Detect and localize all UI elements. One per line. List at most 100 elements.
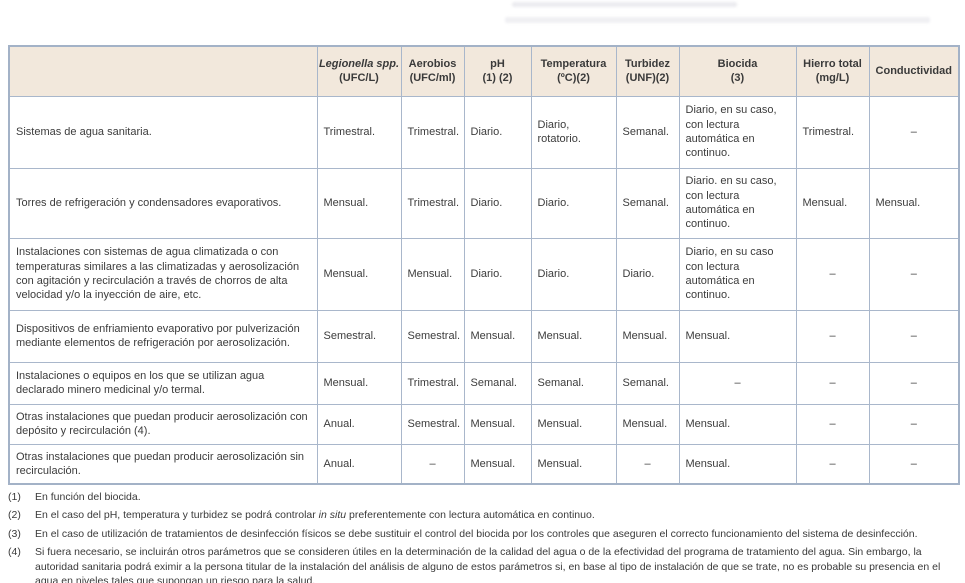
row-label-cell: Sistemas de agua sanitaria. (8, 95, 318, 169)
column-header: Conductividad (868, 45, 960, 97)
value-cell: Trimestral. (400, 361, 465, 405)
value-cell: Diario, en su caso con lectura automátic… (678, 237, 797, 311)
faded-cropped-heading-artifact (512, 2, 737, 7)
value-cell: – (795, 361, 870, 405)
value-cell: Diario, en su caso, con lectura automáti… (678, 95, 797, 169)
table-row: Instalaciones o equipos en los que se ut… (8, 361, 960, 405)
value-cell: Semanal. (615, 95, 680, 169)
value-cell: Diario. en su caso, con lectura automáti… (678, 167, 797, 239)
value-cell: Mensual. (615, 403, 680, 445)
footnote-text-segment: Si fuera necesario, se incluirán otros p… (35, 546, 941, 583)
value-cell: Diario. (530, 237, 617, 311)
value-cell: Mensual. (678, 443, 797, 485)
value-cell: Mensual. (678, 309, 797, 363)
column-header: pH (1) (2) (463, 45, 532, 97)
value-cell: Mensual. (615, 309, 680, 363)
footnote: (3) En el caso de utilización de tratamie… (8, 527, 958, 541)
value-cell: Diario. (530, 167, 617, 239)
column-header: Aerobios (UFC/ml) (400, 45, 465, 97)
column-header-label: Aerobios (408, 57, 457, 70)
footnote-text-italic-segment: in situ (318, 509, 347, 522)
row-label-cell: Otras instalaciones que puedan producir … (8, 443, 318, 485)
value-cell: Trimestral. (795, 95, 870, 169)
value-cell: Mensual. (530, 309, 617, 363)
value-cell: Mensual. (316, 237, 402, 311)
value-cell: Mensual. (316, 167, 402, 239)
value-cell: – (795, 309, 870, 363)
footnote: (4) Si fuera necesario, se incluirán otro… (8, 545, 958, 583)
footnote-text-segment: En el caso de utilización de tratamiento… (35, 527, 918, 540)
faded-cropped-heading-artifact (505, 17, 930, 23)
value-cell: – (868, 361, 960, 405)
value-cell: – (868, 443, 960, 485)
footnotes-section: (1) En función del biocida. (2) En el caso … (8, 490, 958, 583)
footnote-text: Si fuera necesario, se incluirán otros p… (35, 545, 958, 583)
value-cell: Trimestral. (400, 95, 465, 169)
value-cell: Mensual. (530, 403, 617, 445)
value-cell: Mensual. (795, 167, 870, 239)
value-cell: Diario. (615, 237, 680, 311)
column-header-label: Temperatura (540, 57, 607, 70)
row-label-cell: Otras instalaciones que puedan producir … (8, 403, 318, 445)
table-row: Otras instalaciones que puedan producir … (8, 443, 960, 485)
row-label-cell: Torres de refrigeración y condensadores … (8, 167, 318, 239)
value-cell: Anual. (316, 403, 402, 445)
value-cell: – (868, 403, 960, 445)
column-header-label: Turbidez (624, 57, 670, 70)
column-header-label: Legionella spp. (318, 57, 400, 70)
footnote-text-segment: En función del biocida. (35, 491, 141, 503)
value-cell: – (795, 443, 870, 485)
footnote-text: En el caso de utilización de tratamiento… (35, 527, 958, 541)
column-header-label: Conductividad (875, 65, 952, 78)
row-label-cell: Dispositivos de enfriamiento evaporativo… (8, 309, 318, 363)
value-cell: – (678, 361, 797, 405)
column-header-unit: (UFC/L) (339, 72, 379, 85)
column-header: Biocida (3) (678, 45, 797, 97)
value-cell: Mensual. (463, 309, 532, 363)
value-cell: – (795, 237, 870, 311)
monitoring-frequency-table: Legionella spp. (UFC/L) Aerobios (UFC/ml) pH… (8, 45, 960, 486)
column-header (8, 45, 318, 97)
value-cell: Mensual. (463, 403, 532, 445)
footnote-text: En el caso del pH, temperatura y turbide… (35, 508, 958, 522)
footnote-number: (2) (8, 509, 21, 522)
column-header: Turbidez (UNF)(2) (615, 45, 680, 97)
column-header-unit: (mg/L) (815, 72, 850, 85)
value-cell: Mensual. (316, 361, 402, 405)
table-row: Instalaciones con sistemas de agua clima… (8, 237, 960, 311)
table-header: Legionella spp. (UFC/L) Aerobios (UFC/ml) pH… (8, 45, 960, 97)
value-cell: Semestral. (400, 309, 465, 363)
value-cell: – (868, 237, 960, 311)
value-cell: Diario. (463, 95, 532, 169)
value-cell: – (795, 403, 870, 445)
table-row: Sistemas de agua sanitaria. Trimestral. Tr… (8, 95, 960, 169)
column-header-label: Biocida (717, 57, 758, 70)
value-cell: Diario, rotatorio. (530, 95, 617, 169)
footnote: (2) En el caso del pH, temperatura y turb… (8, 508, 958, 522)
footnote-number: (3) (8, 527, 21, 540)
value-cell: Semanal. (615, 167, 680, 239)
column-header: Temperatura (ºC)(2) (530, 45, 617, 97)
table-row: Dispositivos de enfriamiento evaporativo… (8, 309, 960, 363)
footnote-text-segment: preferentemente con lectura automática e… (346, 509, 595, 522)
footnote-text-segment: En el caso del pH, temperatura y turbide… (35, 509, 319, 522)
column-header-unit: (UNF)(2) (625, 72, 670, 85)
value-cell: – (615, 443, 680, 485)
column-header-label: pH (490, 57, 505, 70)
value-cell: Semanal. (615, 361, 680, 405)
value-cell: Semanal. (463, 361, 532, 405)
value-cell: Semanal. (530, 361, 617, 405)
footnote-number: (1) (8, 491, 21, 503)
value-cell: Trimestral. (316, 95, 402, 169)
row-label-cell: Instalaciones o equipos en los que se ut… (8, 361, 318, 405)
value-cell: Diario. (463, 167, 532, 239)
value-cell: Mensual. (400, 237, 465, 311)
value-cell: Semestral. (400, 403, 465, 445)
value-cell: Mensual. (678, 403, 797, 445)
column-header-unit: (ºC)(2) (557, 72, 590, 85)
value-cell: Mensual. (868, 167, 960, 239)
value-cell: Anual. (316, 443, 402, 485)
footnote-text: En función del biocida. (35, 490, 958, 504)
table-row: Torres de refrigeración y condensadores … (8, 167, 960, 239)
